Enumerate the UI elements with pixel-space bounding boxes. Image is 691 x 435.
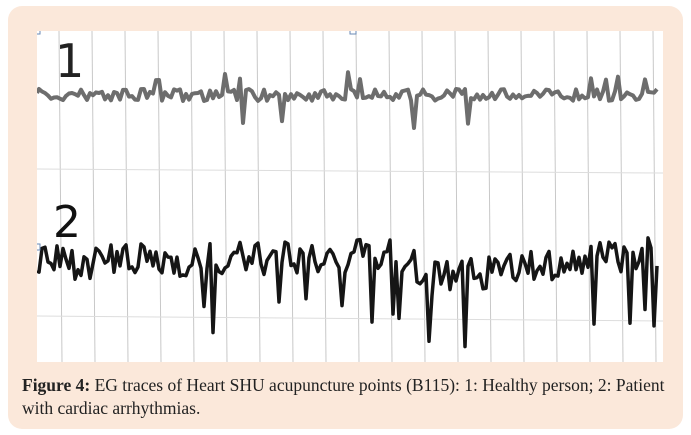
grid-line <box>190 31 195 362</box>
grid-line <box>124 31 129 362</box>
trace-label: 2 <box>53 197 81 248</box>
figure-caption: Figure 4: EG traces of Heart SHU acupunc… <box>22 374 672 420</box>
grid-line <box>58 31 63 362</box>
grid-line <box>454 31 459 362</box>
grid-line <box>553 31 558 362</box>
paper-grid <box>58 31 657 362</box>
grid-line <box>421 31 426 362</box>
grid-line <box>289 31 294 362</box>
grid-line <box>322 31 327 362</box>
paper-rule <box>37 168 663 174</box>
grid-line <box>586 31 591 362</box>
caption-text: EG traces of Heart SHU acupuncture point… <box>22 375 665 418</box>
paper-rule <box>37 315 663 322</box>
selection-handle <box>37 243 41 251</box>
selection-handle <box>37 31 41 35</box>
grid-line <box>487 31 492 362</box>
trace-arrhythmia <box>37 236 659 349</box>
grid-line <box>355 31 360 362</box>
trace-label: 1 <box>55 34 84 88</box>
grid-line <box>520 31 525 362</box>
eg-trace-image: 1 2 <box>37 31 663 362</box>
grid-line <box>256 31 261 362</box>
trace-healthy <box>37 70 659 130</box>
selection-handle <box>349 31 357 35</box>
grid-line <box>91 31 96 362</box>
caption-label: Figure 4: <box>22 375 91 395</box>
